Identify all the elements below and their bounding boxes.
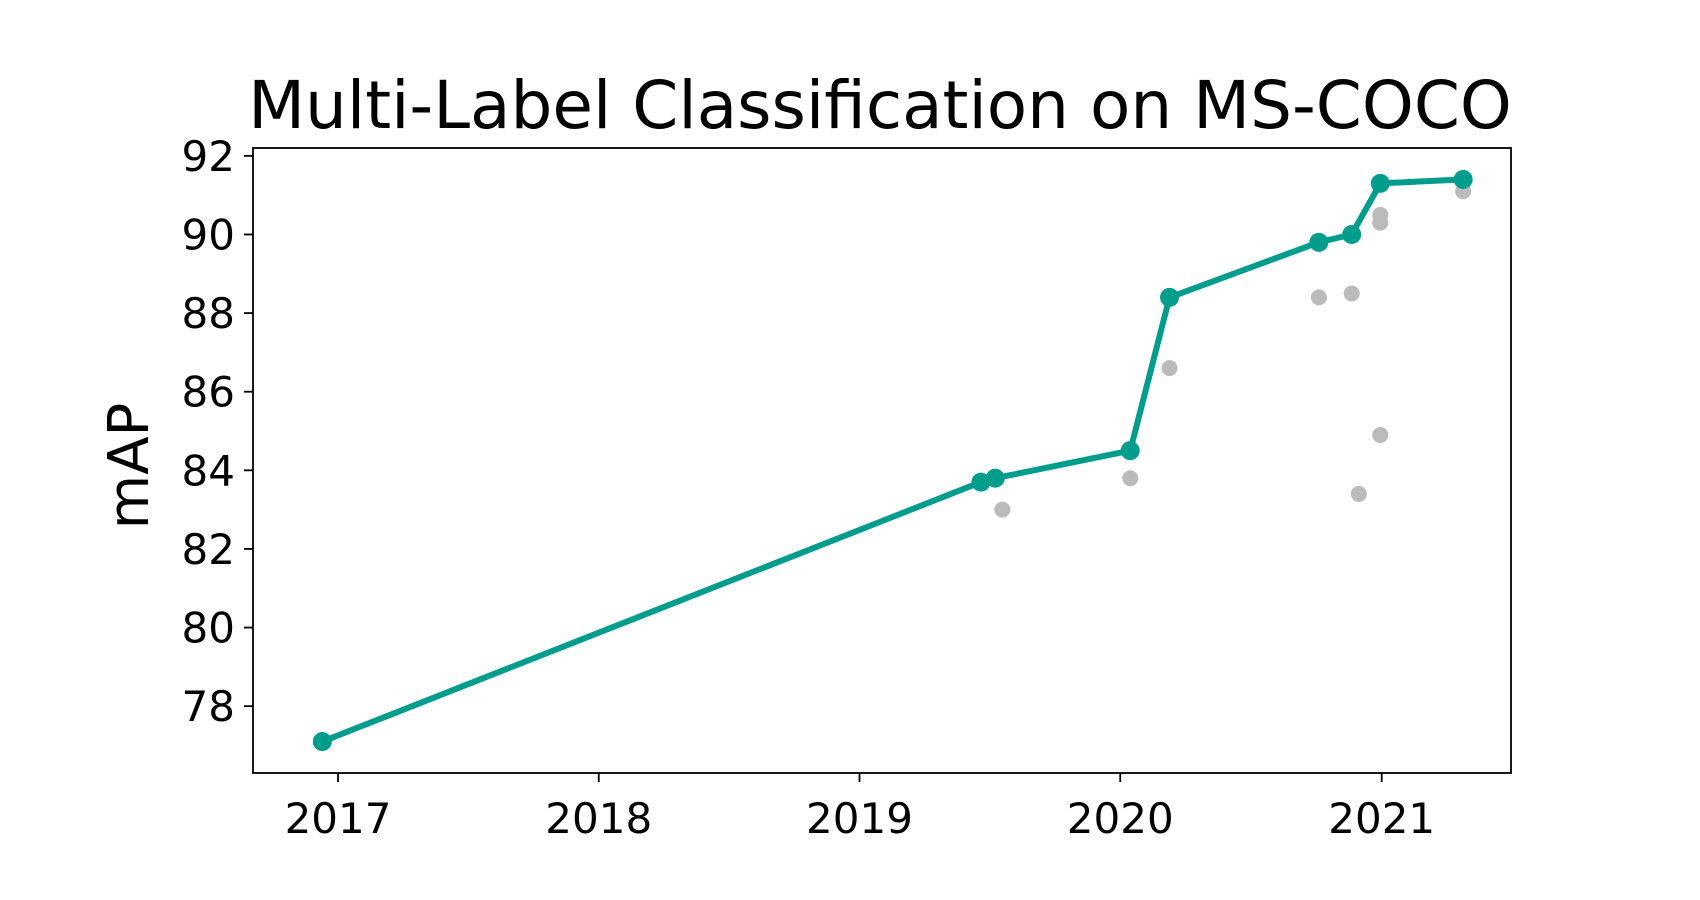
y-tick-label: 80 (182, 604, 235, 653)
y-tick-label: 92 (182, 132, 235, 181)
line-point (1120, 441, 1140, 461)
scatter-point (1122, 470, 1139, 487)
y-tick-label: 78 (182, 682, 235, 731)
scatter-point (1350, 485, 1367, 502)
scatter-point (1161, 360, 1178, 377)
line-point (985, 468, 1005, 488)
y-tick-label: 82 (182, 525, 235, 574)
line-layer (312, 169, 1473, 752)
scatter-point (1372, 426, 1389, 443)
x-tick-label: 2021 (1328, 794, 1435, 843)
scatter-layer (994, 183, 1472, 518)
x-axis: 2017 2018 2019 2020 2021 (285, 773, 1435, 843)
series-line (319, 176, 1467, 745)
scatter-point (1372, 214, 1389, 231)
x-tick-label: 2020 (1067, 794, 1174, 843)
line-point (1453, 169, 1473, 189)
y-tick-label: 86 (182, 368, 235, 417)
line-point (971, 472, 991, 492)
line-point (1309, 232, 1329, 252)
line-point (1160, 287, 1180, 307)
scatter-point (994, 501, 1011, 518)
x-tick-label: 2018 (545, 794, 652, 843)
y-axis-label: mAP (97, 403, 162, 530)
line-point (1342, 224, 1362, 244)
line-point (312, 732, 332, 752)
chart-title: Multi-Label Classification on MS-COCO (248, 67, 1512, 144)
y-tick-label: 88 (182, 289, 235, 338)
y-tick-label: 90 (182, 210, 235, 259)
plot-area (252, 147, 1512, 774)
scatter-point (1343, 285, 1360, 302)
x-tick-label: 2019 (806, 794, 913, 843)
y-tick-label: 84 (182, 446, 235, 495)
x-tick-label: 2017 (285, 794, 392, 843)
scatter-point (1310, 289, 1327, 306)
line-point (1370, 173, 1390, 193)
y-axis: 78 80 82 84 86 88 90 92 (182, 132, 253, 731)
